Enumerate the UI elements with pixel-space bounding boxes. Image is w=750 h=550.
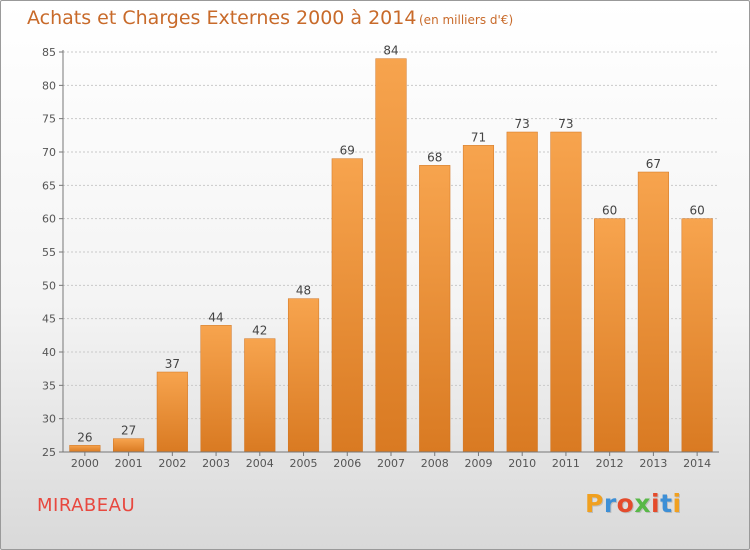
y-tick-label: 55: [42, 246, 56, 259]
value-label: 73: [558, 117, 573, 131]
bar-2008[interactable]: [419, 165, 451, 453]
value-label: 84: [383, 44, 398, 58]
bar-2001[interactable]: [113, 438, 145, 453]
x-tick-label: 2005: [290, 457, 318, 470]
logo-letter: P: [585, 489, 604, 518]
bar-2004[interactable]: [244, 338, 276, 453]
x-tick-label: 2010: [508, 457, 536, 470]
bar-2007[interactable]: [375, 58, 407, 453]
y-tick-label: 65: [42, 179, 56, 192]
logo-letter: o: [616, 489, 635, 518]
x-tick-label: 2013: [639, 457, 667, 470]
x-tick-label: 2014: [683, 457, 711, 470]
bar-2002[interactable]: [156, 371, 188, 453]
x-tick-label: 2001: [115, 457, 143, 470]
x-tick-label: 2007: [377, 457, 405, 470]
bar-2013[interactable]: [637, 171, 669, 453]
value-label: 71: [471, 130, 486, 144]
x-tick-label: 2004: [246, 457, 274, 470]
bar-2003[interactable]: [200, 325, 232, 453]
x-tick-label: 2008: [421, 457, 449, 470]
x-tick-label: 2003: [202, 457, 230, 470]
x-tick-label: 2006: [333, 457, 361, 470]
y-tick-label: 70: [42, 146, 56, 159]
bar-2005[interactable]: [287, 298, 320, 453]
logo-letter: x: [634, 489, 651, 518]
bar-2009[interactable]: [462, 145, 495, 453]
value-label: 68: [427, 150, 442, 164]
value-label: 73: [515, 117, 530, 131]
bar-2014[interactable]: [681, 218, 713, 453]
logo-letter: r: [603, 489, 617, 518]
chart-title: Achats et Charges Externes 2000 à 2014: [27, 7, 417, 29]
bar-2000[interactable]: [69, 445, 101, 453]
value-label: 26: [77, 430, 92, 444]
y-tick-label: 60: [42, 213, 56, 226]
value-label: 37: [165, 357, 180, 371]
value-label: 60: [602, 204, 617, 218]
value-label: 60: [689, 204, 704, 218]
bar-2006[interactable]: [331, 158, 363, 453]
y-tick-label: 45: [42, 313, 56, 326]
y-tick-label: 85: [42, 46, 56, 59]
value-label: 27: [121, 424, 136, 438]
x-tick-label: 2000: [71, 457, 99, 470]
x-tick-label: 2002: [158, 457, 186, 470]
y-tick-label: 40: [42, 346, 56, 359]
x-tick-label: 2009: [464, 457, 492, 470]
y-tick-label: 80: [42, 79, 56, 92]
value-label: 48: [296, 284, 311, 298]
commune-name: MIRABEAU: [37, 495, 136, 516]
bar-2012[interactable]: [594, 218, 626, 453]
value-label: 44: [208, 310, 223, 324]
value-label: 67: [646, 157, 661, 171]
x-tick-label: 2012: [596, 457, 624, 470]
value-label: 69: [340, 144, 355, 158]
y-tick-label: 25: [42, 446, 56, 459]
chart-subtitle: (en milliers d'€): [419, 13, 514, 27]
y-tick-label: 50: [42, 279, 56, 292]
logo-letter: t: [660, 489, 673, 518]
y-tick-label: 35: [42, 379, 56, 392]
y-tick-label: 75: [42, 113, 56, 126]
bar-2010[interactable]: [506, 131, 538, 453]
x-tick-label: 2011: [552, 457, 580, 470]
bar-2011[interactable]: [550, 131, 582, 453]
logo-letter: i: [651, 489, 661, 518]
y-tick-label: 30: [42, 413, 56, 426]
logo-letter: i: [672, 489, 682, 518]
proxiti-logo[interactable]: Proxiti: [585, 489, 682, 518]
value-label: 42: [252, 324, 267, 338]
